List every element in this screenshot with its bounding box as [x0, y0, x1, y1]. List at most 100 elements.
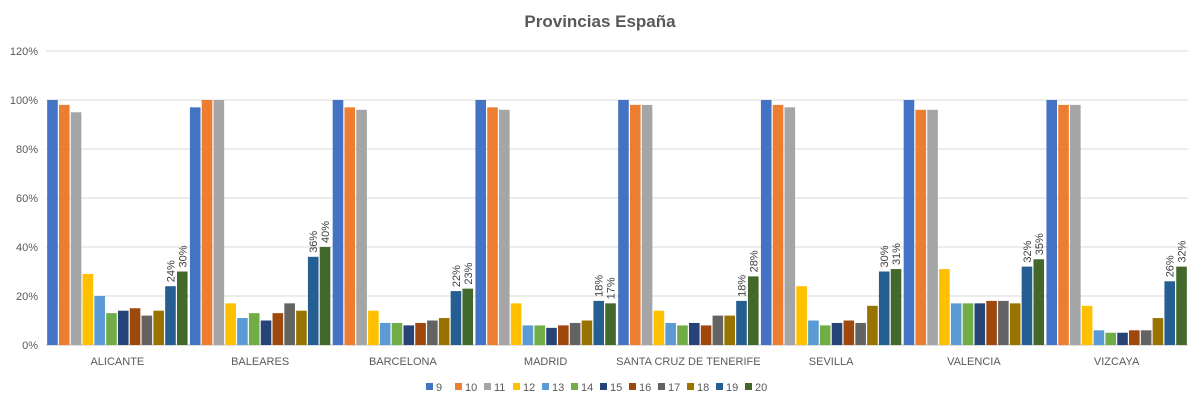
legend-label: 16 — [639, 382, 651, 394]
data-label: 36% — [308, 231, 320, 253]
legend-item: 18 — [687, 382, 709, 394]
bar — [403, 325, 415, 345]
bar — [1070, 104, 1081, 346]
data-label: 18% — [736, 275, 748, 297]
bar — [165, 286, 176, 345]
data-label: 22% — [451, 265, 463, 287]
y-tick-label: 0% — [22, 340, 38, 352]
bar — [760, 100, 772, 345]
bar — [569, 322, 581, 345]
category-label: VALENCIA — [947, 356, 1001, 368]
legend-label: 17 — [668, 382, 680, 394]
bar — [427, 320, 438, 345]
category-label: BARCELONA — [369, 356, 438, 368]
bar — [808, 320, 819, 345]
y-tick-label: 20% — [16, 291, 38, 303]
data-label: 17% — [606, 277, 618, 299]
bar — [1140, 330, 1152, 345]
bar — [522, 325, 534, 345]
bar — [201, 100, 213, 345]
bar — [819, 325, 831, 345]
bar — [962, 303, 974, 345]
bar — [653, 310, 665, 345]
bar — [272, 313, 284, 345]
bar — [665, 322, 676, 345]
bar — [70, 112, 82, 345]
bar — [747, 276, 759, 345]
bar — [1021, 266, 1033, 345]
bar — [1081, 305, 1093, 345]
data-label: 24% — [165, 260, 177, 282]
bar — [1093, 330, 1105, 345]
bar — [1117, 332, 1128, 345]
legend-swatch — [571, 383, 578, 390]
bar — [189, 107, 201, 345]
bar — [129, 308, 141, 345]
bar — [772, 104, 784, 346]
legend-item: 17 — [658, 382, 680, 394]
bar — [784, 107, 796, 345]
y-tick-label: 40% — [16, 242, 38, 254]
bar — [843, 320, 855, 345]
gridlines — [46, 50, 1188, 346]
bar — [415, 322, 426, 345]
bar — [284, 303, 295, 345]
bars — [47, 100, 1187, 346]
bar — [986, 300, 997, 345]
legend-label: 9 — [436, 382, 442, 394]
bar — [927, 109, 938, 345]
bar — [368, 310, 379, 345]
bar — [558, 325, 569, 345]
bar — [153, 310, 164, 345]
bar — [700, 325, 712, 345]
legend-item: 19 — [716, 382, 738, 394]
y-tick-label: 80% — [16, 144, 38, 156]
bar — [1033, 259, 1045, 345]
y-tick-label: 60% — [16, 193, 38, 205]
legend: 9 10 11 12 13 14 15 16 17 18 19 20 — [426, 382, 767, 394]
bar — [1152, 318, 1164, 345]
data-label: 26% — [1165, 255, 1177, 277]
bar — [475, 100, 487, 345]
bar — [939, 269, 950, 345]
chart-title: Provincias España — [524, 12, 676, 31]
bar — [82, 273, 94, 345]
legend-label: 13 — [552, 382, 564, 394]
bar — [47, 100, 58, 345]
bar — [534, 325, 546, 345]
legend-swatch — [484, 383, 491, 390]
legend-item: 12 — [513, 382, 535, 394]
bar — [915, 109, 927, 345]
bar — [605, 303, 616, 345]
legend-item: 20 — [745, 382, 767, 394]
bar — [593, 300, 605, 345]
legend-swatch — [600, 383, 607, 390]
legend-swatch — [716, 383, 723, 390]
bar — [1058, 104, 1069, 346]
bar — [344, 107, 356, 345]
bar — [379, 322, 391, 345]
bar — [260, 320, 272, 345]
legend-item: 14 — [571, 382, 593, 394]
bar — [117, 310, 129, 345]
bar — [724, 315, 735, 345]
legend-item: 16 — [629, 382, 651, 394]
category-label: SANTA CRUZ DE TENERIFE — [616, 356, 760, 368]
legend-label: 14 — [581, 382, 593, 394]
category-label: MADRID — [524, 356, 567, 368]
category-label: BALEARES — [231, 356, 289, 368]
legend-item: 15 — [600, 382, 622, 394]
data-label: 32% — [1177, 240, 1189, 262]
bar — [1105, 332, 1117, 345]
bar — [499, 109, 510, 345]
bar — [950, 303, 962, 345]
bar — [487, 107, 498, 345]
bar — [106, 313, 117, 345]
y-tick-label: 100% — [10, 95, 38, 107]
legend-label: 12 — [523, 382, 535, 394]
bar — [629, 104, 641, 346]
legend-label: 18 — [697, 382, 709, 394]
legend-label: 10 — [465, 382, 477, 394]
